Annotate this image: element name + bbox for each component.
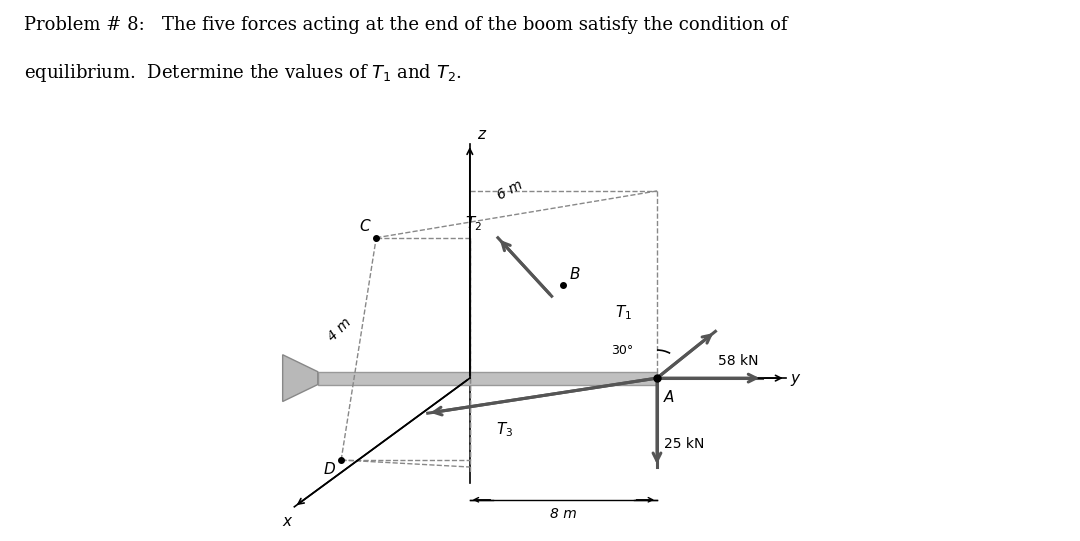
Text: 58 kN: 58 kN <box>718 354 758 367</box>
Text: 4 m: 4 m <box>325 315 354 344</box>
Text: y: y <box>791 371 799 386</box>
Text: D: D <box>324 463 335 477</box>
Text: 25 kN: 25 kN <box>664 437 704 451</box>
Text: 30°: 30° <box>611 344 634 357</box>
Text: 6 m: 6 m <box>495 178 525 203</box>
Text: B: B <box>569 267 580 282</box>
Text: $T_2$: $T_2$ <box>464 214 482 233</box>
Text: equilibrium.  Determine the values of $T_1$ and $T_2$.: equilibrium. Determine the values of $T_… <box>24 62 461 84</box>
Text: A: A <box>664 390 674 405</box>
Text: x: x <box>283 514 292 529</box>
Polygon shape <box>318 372 657 385</box>
Text: $T_3$: $T_3$ <box>497 420 513 439</box>
Text: C: C <box>360 219 370 234</box>
Polygon shape <box>283 355 318 401</box>
Text: z: z <box>477 127 485 142</box>
Text: 8 m: 8 m <box>550 507 577 521</box>
Text: Problem # 8:   The five forces acting at the end of the boom satisfy the conditi: Problem # 8: The five forces acting at t… <box>24 16 787 34</box>
Text: $T_1$: $T_1$ <box>615 304 632 322</box>
